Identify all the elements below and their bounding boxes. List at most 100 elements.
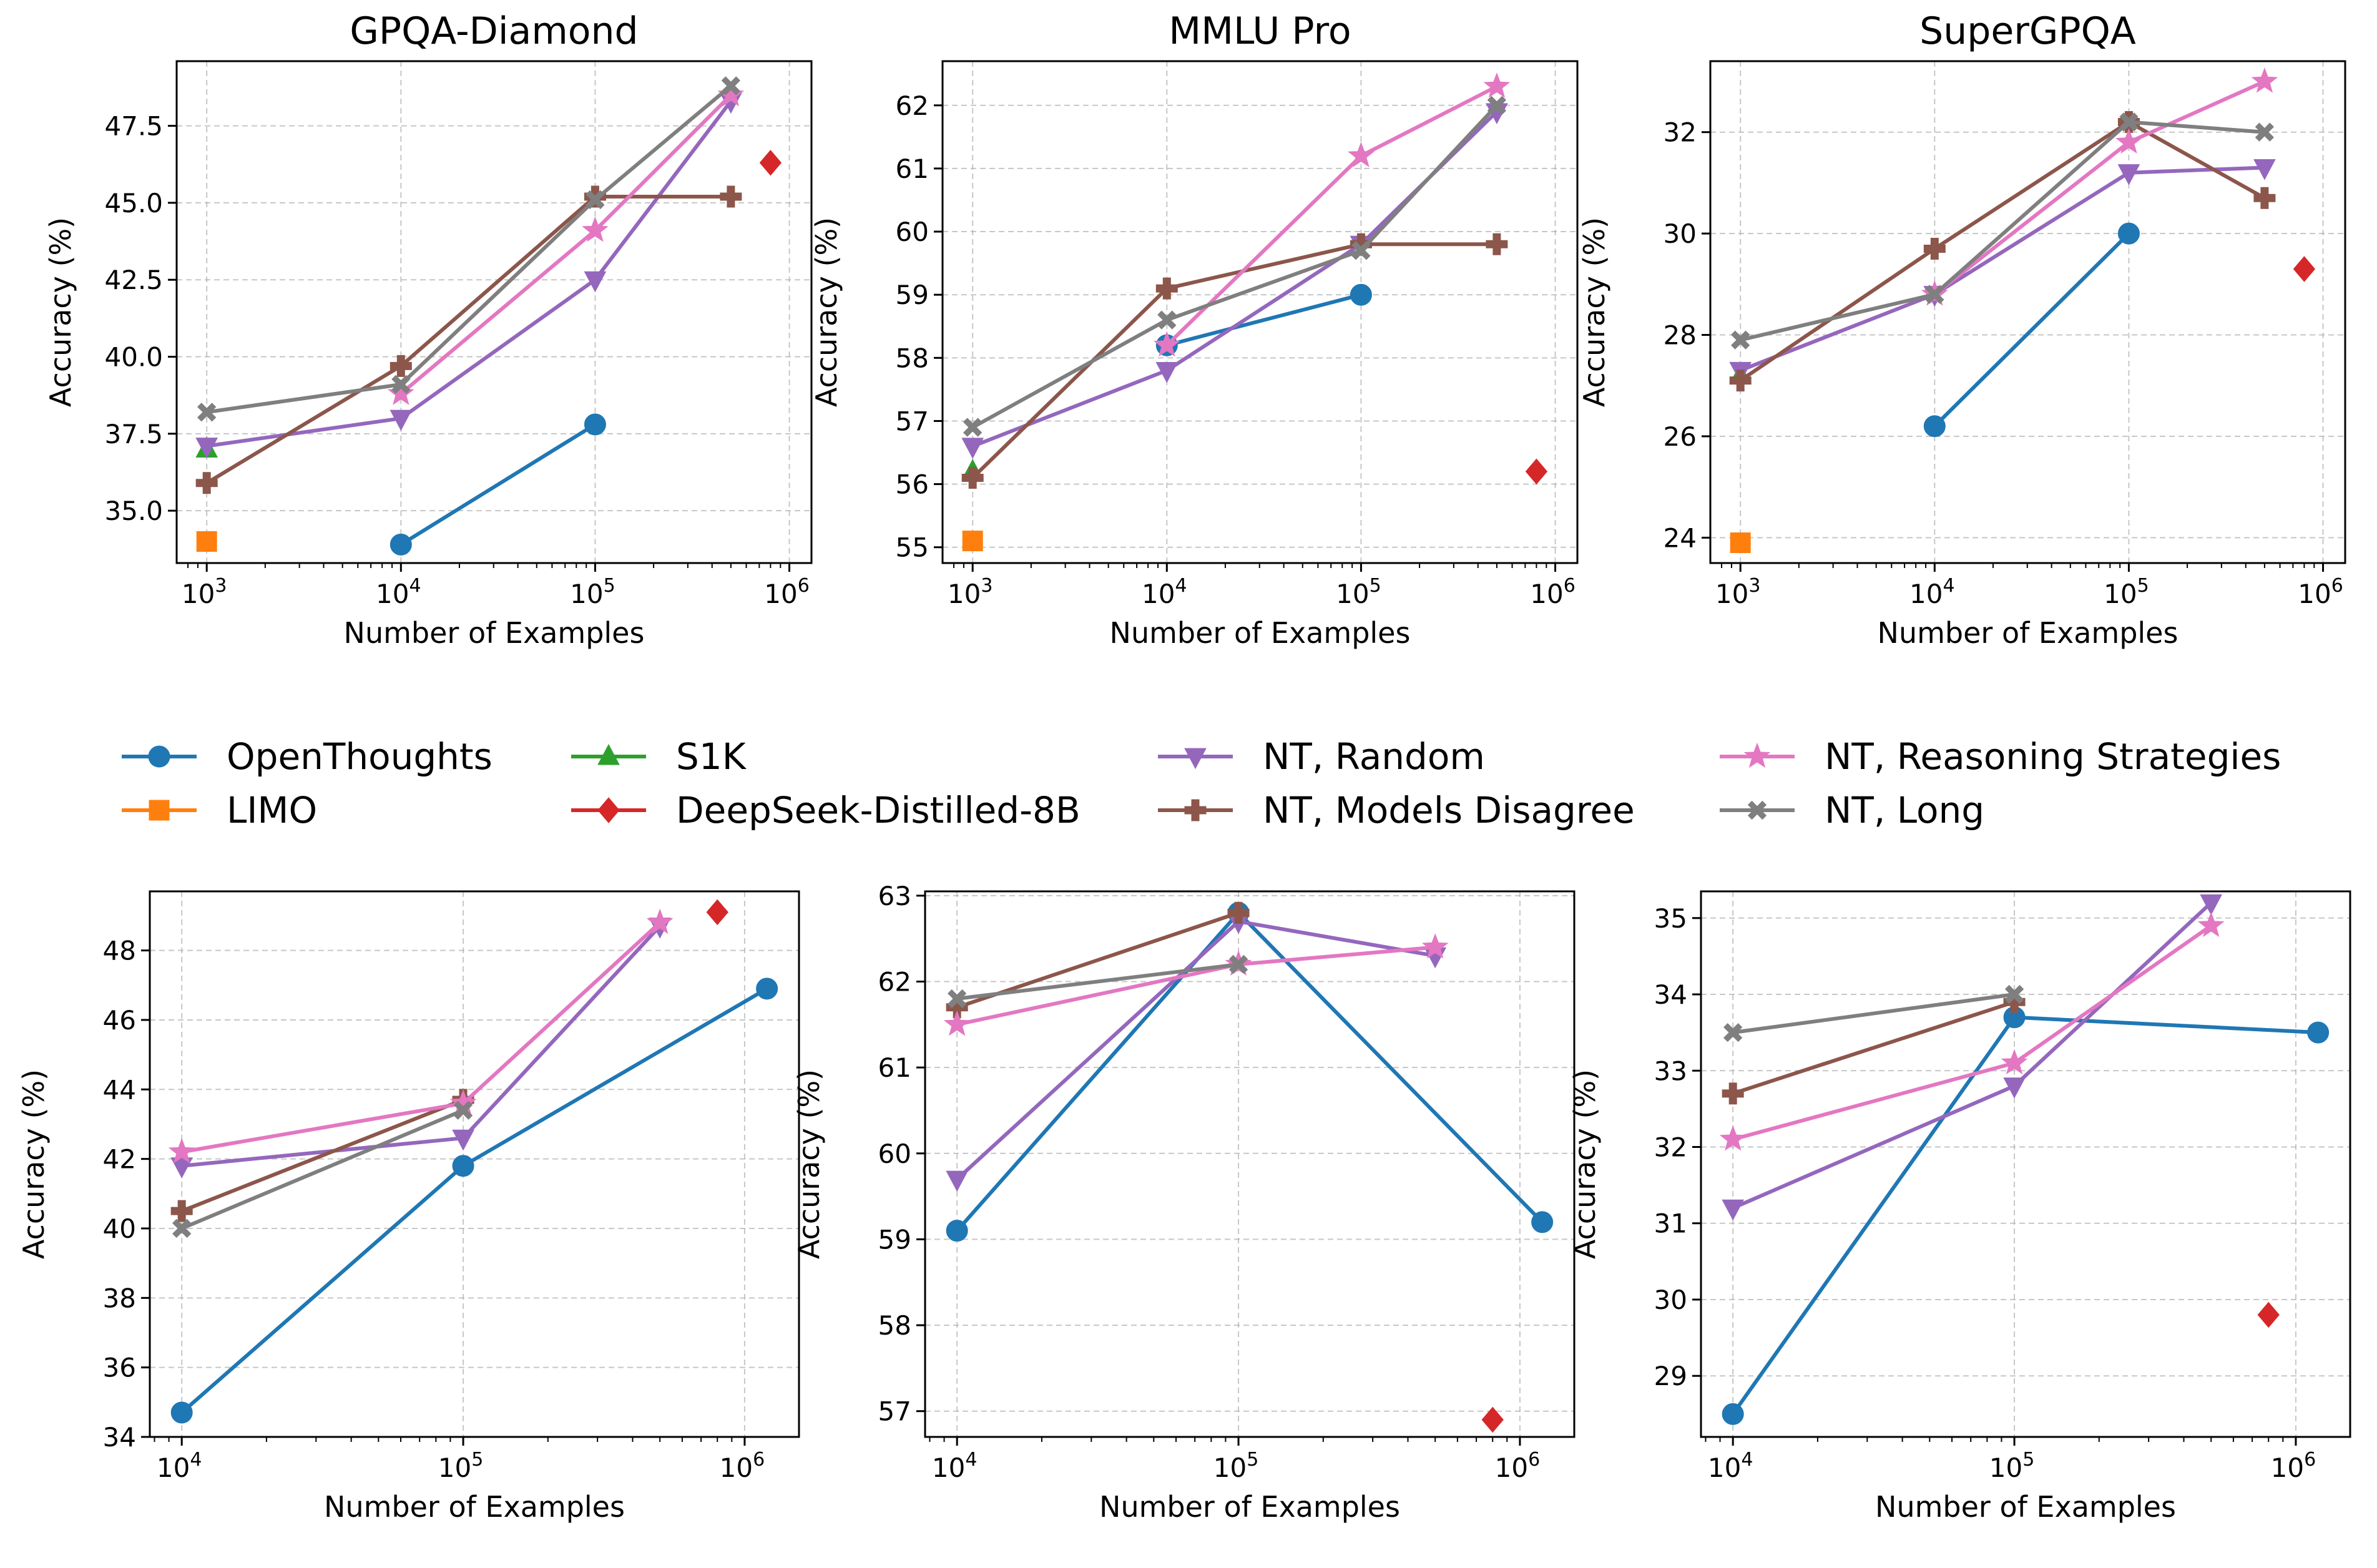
y-tick-label: 58 (878, 1310, 911, 1341)
data-point-nt-long (1228, 954, 1248, 974)
data-point-deepseek-distilled-8b (1525, 458, 1548, 485)
series-nt-reasoning-strategies (387, 81, 745, 405)
data-point-openthoughts (170, 1401, 193, 1424)
x-tick-label: 106 (2298, 575, 2343, 609)
data-point-nt-reasoning-strategies (1421, 933, 1449, 959)
data-point-nt-long (586, 190, 605, 210)
series-nt-long (963, 96, 1507, 437)
data-point-openthoughts (946, 1220, 968, 1242)
series-nt-random (1729, 159, 2276, 383)
plot-area (1729, 67, 2316, 554)
data-point-nt-long (1730, 330, 1750, 350)
series-line-nt-models-disagree (181, 1098, 464, 1213)
data-point-nt-reasoning-strategies (2001, 1049, 2028, 1075)
series-limo (196, 531, 217, 552)
y-tick-label: 38 (103, 1283, 136, 1313)
y-axis-label: Accuracy (%) (44, 217, 77, 407)
y-tick-label: 60 (896, 217, 929, 247)
series-line-nt-long (206, 84, 732, 414)
data-point-nt-models-disagree (1486, 233, 1508, 255)
data-point-nt-reasoning-strategies (582, 216, 609, 242)
y-tick-label: 36 (103, 1353, 136, 1383)
data-point-openthoughts (2307, 1021, 2330, 1044)
data-point-nt-random (1155, 362, 1179, 383)
x-tick-label: 105 (438, 1449, 484, 1483)
series-nt-long (1723, 984, 2024, 1042)
series-limo (1730, 532, 1751, 554)
x-tick-label: 104 (1142, 575, 1187, 609)
y-tick-label: 30 (1664, 218, 1697, 249)
series-openthoughts (1722, 1006, 2330, 1425)
data-point-nt-long (721, 76, 741, 96)
series-nt-long (1730, 112, 2275, 350)
legend-item-deepseek-distilled-8b: DeepSeek-Distilled-8B (571, 789, 1081, 831)
series-nt-reasoning-strategies (1719, 911, 2225, 1151)
series-openthoughts (390, 413, 606, 556)
data-point-nt-random (961, 438, 984, 459)
y-tick-label: 40.0 (104, 342, 163, 373)
y-tick-label: 32 (1664, 117, 1697, 148)
data-point-nt-models-disagree (170, 1200, 193, 1222)
y-tick-label: 26 (1664, 421, 1697, 452)
series-deepseek-distilled-8b (2293, 256, 2316, 282)
chart-panel-5: 104 105 106 57 58 59 60 61 62 63 Number of Example… (792, 881, 1576, 1524)
x-tick-label: 105 (570, 575, 615, 609)
data-point-nt-long (453, 1100, 473, 1120)
legend-marker (148, 745, 170, 768)
series-line-nt-long (956, 963, 1239, 1001)
chart-panel-1: 103 104 105 106 35.0 37.5 40.0 42.5 45.0 47.5 GPQA… (44, 9, 813, 650)
x-tick-label: 104 (157, 1449, 202, 1483)
data-point-nt-random (946, 1170, 969, 1192)
y-tick-label: 29 (1654, 1361, 1687, 1391)
series-deepseek-distilled-8b (1525, 458, 1548, 485)
data-point-nt-reasoning-strategies (1719, 1125, 1747, 1151)
y-tick-label: 59 (896, 280, 929, 310)
y-tick-label: 32 (1654, 1132, 1687, 1162)
legend-marker (1747, 800, 1767, 820)
data-point-nt-long (2119, 112, 2139, 132)
data-point-nt-random (390, 409, 413, 431)
data-point-nt-long (1925, 285, 1944, 304)
data-point-nt-long (947, 989, 967, 1009)
data-point-openthoughts (1531, 1211, 1554, 1233)
data-point-nt-models-disagree (2253, 187, 2276, 209)
series-nt-random (946, 913, 1447, 1192)
series-line-nt-random (1740, 165, 2265, 373)
data-point-deepseek-distilled-8b (1481, 1406, 1504, 1433)
data-point-nt-long (963, 418, 983, 437)
y-tick-label: 55 (896, 532, 929, 563)
axes-frame (941, 60, 1579, 564)
series-nt-models-disagree (195, 185, 742, 494)
data-point-nt-random (1722, 1199, 1745, 1221)
x-tick-label: 103 (948, 575, 993, 609)
x-tick-label: 104 (1909, 575, 1955, 609)
series-line-openthoughts (1166, 293, 1362, 348)
series-line-nt-reasoning-strategies (1165, 84, 1498, 347)
y-tick-label: 63 (878, 881, 911, 911)
data-point-nt-models-disagree (1923, 237, 1946, 260)
data-point-nt-reasoning-strategies (2197, 911, 2225, 938)
chart-panel-2: 103 104 105 106 55 56 57 58 59 60 61 62 MMLU Pro Numb… (810, 9, 1579, 650)
legend-marker (597, 797, 620, 823)
legend-marker (149, 800, 170, 821)
y-tick-label: 35.0 (104, 496, 163, 526)
series-line-nt-models-disagree (1732, 1000, 2016, 1095)
data-point-nt-long (2255, 122, 2275, 142)
x-tick-label: 104 (932, 1449, 978, 1483)
legend-label: OpenThoughts (227, 735, 493, 778)
y-tick-label: 56 (896, 469, 929, 500)
data-point-nt-long (172, 1218, 192, 1238)
data-point-nt-long (2004, 984, 2024, 1004)
data-point-deepseek-distilled-8b (759, 150, 782, 176)
chart-panel-3: 103 104 105 106 24 26 28 30 32 SuperGPQA Number of… (1577, 9, 2346, 650)
axes-frame (1700, 890, 2351, 1438)
x-axis-label: Number of Examples (344, 616, 645, 650)
y-tick-label: 48 (103, 936, 136, 966)
y-tick-label: 58 (896, 343, 929, 373)
series-line-nt-random (956, 919, 1436, 1181)
legend-marker (1184, 748, 1207, 770)
series-nt-long (197, 76, 741, 422)
legend-item-nt-random: NT, Random (1158, 735, 1485, 778)
series-line-openthoughts (399, 423, 596, 546)
